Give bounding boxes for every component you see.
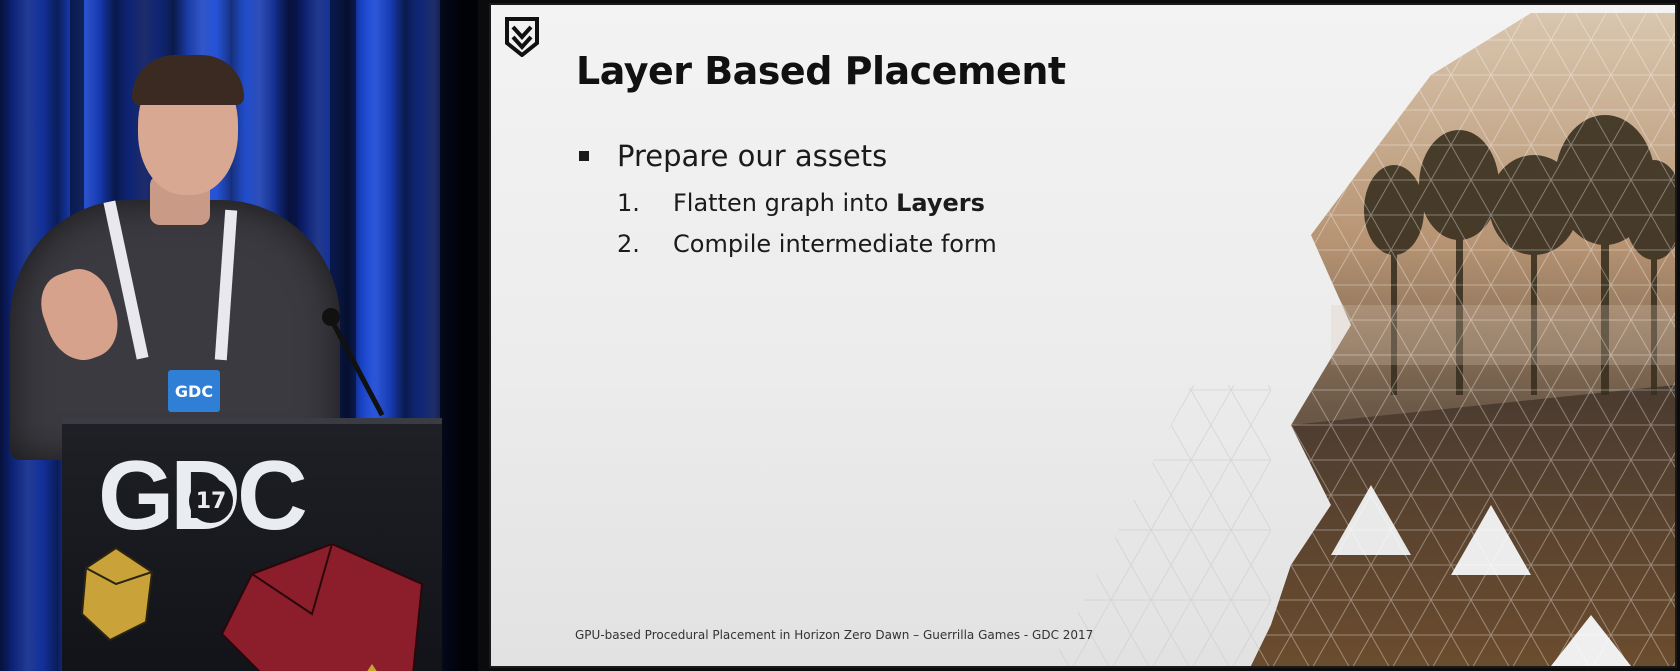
numbered-item: 2. Compile intermediate form bbox=[617, 230, 1336, 258]
slide-title: Layer Based Placement bbox=[576, 49, 1066, 93]
gdc-year: 17 bbox=[189, 479, 233, 523]
microphone-icon bbox=[322, 308, 340, 326]
speaker-video-panel: GDC GDC 17 bbox=[0, 0, 478, 671]
gold-polyhedron-icon bbox=[80, 546, 154, 642]
slide-footer: GPU-based Procedural Placement in Horizo… bbox=[575, 628, 1094, 642]
speaker: GDC bbox=[0, 0, 478, 671]
bullet-square-icon bbox=[579, 151, 589, 161]
curtain-fold bbox=[440, 0, 478, 671]
bullet-text: Prepare our assets bbox=[617, 139, 888, 173]
red-polyhedron-icon bbox=[220, 544, 424, 671]
item-number: 2. bbox=[617, 230, 640, 258]
numbered-item: 1. Flatten graph into Layers bbox=[617, 189, 1336, 217]
numbered-list: 1. Flatten graph into Layers 2. Compile … bbox=[617, 189, 1336, 258]
guerrilla-logo-icon bbox=[505, 17, 539, 57]
item-text-bold: Layers bbox=[896, 189, 985, 217]
presentation-slide: Layer Based Placement Prepare our assets… bbox=[491, 5, 1675, 666]
item-text: Flatten graph into Layers bbox=[673, 189, 985, 217]
forest-mosaic-image bbox=[1051, 13, 1675, 666]
bullet-list: Prepare our assets 1. Flatten graph into… bbox=[576, 139, 1336, 271]
item-number: 1. bbox=[617, 189, 640, 217]
conference-badge: GDC bbox=[168, 370, 220, 412]
item-text-plain: Flatten graph into bbox=[673, 189, 897, 217]
bullet-item: Prepare our assets bbox=[576, 139, 1336, 173]
podium: GDC 17 bbox=[62, 418, 442, 671]
item-text: Compile intermediate form bbox=[673, 230, 997, 258]
speaker-hair bbox=[132, 55, 244, 105]
